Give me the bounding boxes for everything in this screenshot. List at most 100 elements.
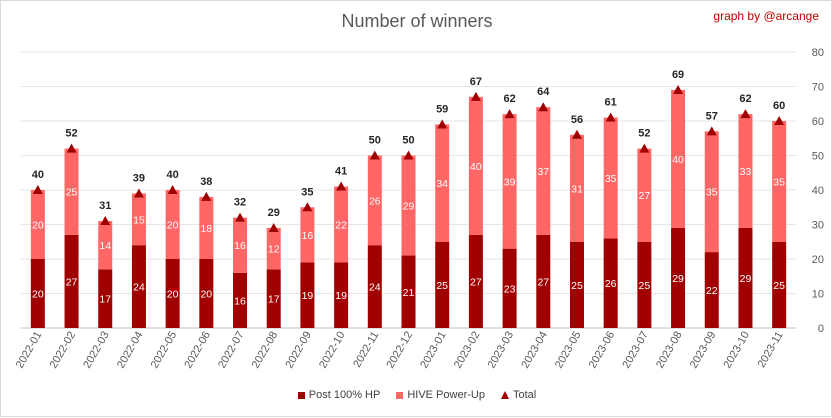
total-marker xyxy=(437,119,448,129)
bar-hive-power-up xyxy=(435,124,450,242)
data-label-total: 57 xyxy=(706,110,718,122)
total-marker xyxy=(268,222,279,232)
total-marker xyxy=(201,191,212,201)
bar-post-100-hp xyxy=(367,245,382,328)
data-label-post-100-hp: 17 xyxy=(268,294,280,306)
bar-hive-power-up xyxy=(233,217,248,273)
legend-swatch-post-100-hp xyxy=(297,391,305,399)
legend-label-hive-power-up: HIVE Power-Up xyxy=(407,389,485,401)
legend: Post 100% HP HIVE Power-Up Total xyxy=(1,389,832,401)
data-label-post-100-hp: 25 xyxy=(436,280,448,292)
y-tick-label: 0 xyxy=(818,323,824,335)
data-label-total: 56 xyxy=(571,114,583,126)
data-label-post-100-hp: 20 xyxy=(167,289,179,301)
x-tick-label: 2022-11 xyxy=(351,330,381,370)
y-tick-label: 30 xyxy=(812,220,824,232)
data-label-post-100-hp: 27 xyxy=(537,276,549,288)
x-tick-label: 2022-12 xyxy=(385,330,416,371)
bar-post-100-hp xyxy=(671,227,686,328)
x-tick-label: 2022-09 xyxy=(283,330,314,371)
total-marker xyxy=(336,181,347,191)
chart-title: Number of winners xyxy=(341,11,493,31)
bar-hive-power-up xyxy=(98,221,113,270)
bar-post-100-hp xyxy=(603,238,618,328)
data-label-hive-power-up: 20 xyxy=(32,220,44,232)
legend-item-post-100-hp: Post 100% HP xyxy=(297,389,381,401)
data-label-total: 64 xyxy=(537,86,550,98)
total-marker xyxy=(673,84,684,94)
bar-hive-power-up xyxy=(300,207,315,263)
bar-post-100-hp xyxy=(536,234,551,328)
bar-post-100-hp xyxy=(569,241,584,328)
data-label-post-100-hp: 29 xyxy=(740,273,752,285)
bar-post-100-hp xyxy=(64,234,79,328)
bar-post-100-hp xyxy=(772,241,787,328)
x-tick-label: 2023-01 xyxy=(418,330,449,371)
data-label-hive-power-up: 39 xyxy=(504,176,516,188)
legend-swatch-hive-power-up xyxy=(396,391,404,399)
bar-post-100-hp xyxy=(266,269,281,328)
x-tick-label: 2022-01 xyxy=(14,330,45,371)
data-label-total: 52 xyxy=(638,128,650,140)
legend-item-total: Total xyxy=(500,389,537,401)
total-marker xyxy=(66,143,77,153)
data-label-hive-power-up: 18 xyxy=(200,223,212,235)
data-label-hive-power-up: 27 xyxy=(639,190,651,202)
bar-hive-power-up xyxy=(502,114,517,249)
data-label-post-100-hp: 29 xyxy=(672,273,684,285)
bar-hive-power-up xyxy=(603,117,618,239)
data-label-hive-power-up: 29 xyxy=(403,201,415,213)
data-label-post-100-hp: 24 xyxy=(133,282,145,294)
bar-hive-power-up xyxy=(671,89,686,228)
x-tick-label: 2023-07 xyxy=(620,330,651,371)
data-label-post-100-hp: 20 xyxy=(200,289,212,301)
data-label-total: 39 xyxy=(133,172,145,184)
total-marker xyxy=(538,102,549,112)
bar-hive-power-up xyxy=(367,155,382,246)
bar-hive-power-up xyxy=(536,107,551,235)
data-label-post-100-hp: 23 xyxy=(504,283,516,295)
data-label-hive-power-up: 22 xyxy=(335,220,347,232)
data-label-total: 32 xyxy=(234,197,246,209)
legend-marker-total-icon xyxy=(500,391,509,399)
data-label-hive-power-up: 31 xyxy=(571,183,583,195)
x-tick-label: 2022-10 xyxy=(317,330,348,371)
data-label-hive-power-up: 16 xyxy=(302,230,314,242)
bar-post-100-hp xyxy=(131,245,146,328)
bar-post-100-hp xyxy=(468,234,483,328)
total-marker xyxy=(740,109,751,119)
legend-item-hive-power-up: HIVE Power-Up xyxy=(396,389,485,401)
bar-post-100-hp xyxy=(98,269,113,328)
legend-label-total: Total xyxy=(512,389,537,401)
bar-hive-power-up xyxy=(772,121,787,242)
data-label-total: 40 xyxy=(32,169,44,181)
data-label-hive-power-up: 35 xyxy=(605,173,617,185)
x-tick-label: 2022-04 xyxy=(115,330,146,371)
legend-label-post-100-hp: Post 100% HP xyxy=(308,389,381,401)
bar-hive-power-up xyxy=(30,190,45,259)
data-label-post-100-hp: 19 xyxy=(302,290,314,302)
total-marker xyxy=(571,129,582,139)
data-label-total: 31 xyxy=(99,200,111,212)
total-marker xyxy=(235,212,246,222)
x-tick-label: 2023-11 xyxy=(756,330,786,370)
data-label-hive-power-up: 34 xyxy=(436,178,448,190)
data-label-post-100-hp: 25 xyxy=(639,280,651,292)
y-tick-label: 50 xyxy=(812,151,824,163)
data-label-hive-power-up: 37 xyxy=(537,166,549,178)
data-label-post-100-hp: 19 xyxy=(335,290,347,302)
data-label-total: 69 xyxy=(672,69,684,81)
data-label-hive-power-up: 25 xyxy=(66,187,78,199)
data-label-post-100-hp: 17 xyxy=(99,294,111,306)
bar-hive-power-up xyxy=(704,131,719,253)
data-label-post-100-hp: 25 xyxy=(773,280,785,292)
y-tick-label: 70 xyxy=(812,82,824,94)
data-label-hive-power-up: 35 xyxy=(773,176,785,188)
total-marker xyxy=(639,143,650,153)
data-label-hive-power-up: 40 xyxy=(470,161,482,173)
data-label-total: 52 xyxy=(65,128,77,140)
data-label-post-100-hp: 24 xyxy=(369,282,381,294)
x-tick-label: 2023-04 xyxy=(519,330,550,371)
